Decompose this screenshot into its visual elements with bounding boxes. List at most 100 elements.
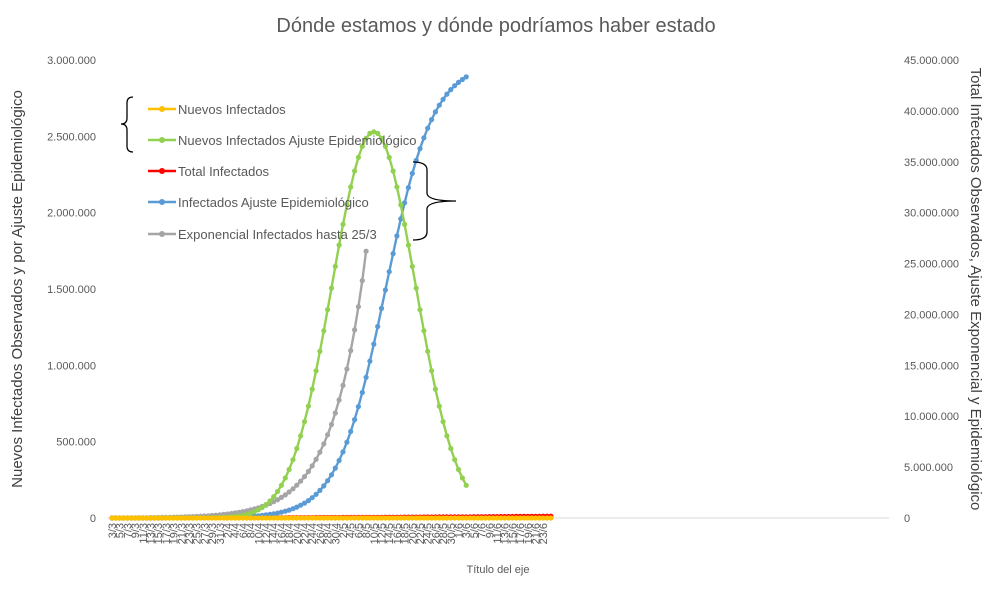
series-point (332, 263, 338, 269)
series-point (171, 515, 177, 521)
series-point (328, 421, 335, 428)
legend-swatch-marker (159, 231, 165, 237)
series-point (402, 515, 408, 521)
series-point (167, 515, 173, 521)
series-point (382, 515, 388, 521)
series-point (402, 200, 408, 206)
series-point (317, 449, 323, 455)
series-point (390, 515, 396, 521)
legend-label: Nuevos Infectados Ajuste Epidemiológico (178, 133, 416, 148)
series-point (317, 515, 323, 521)
x-tick-label: 25/3 (192, 523, 204, 544)
series-point (436, 515, 442, 521)
x-tick-label: 10/4 (253, 523, 265, 544)
series-point (444, 91, 450, 97)
series-point (355, 154, 361, 160)
series-point (390, 168, 396, 174)
series-point (448, 515, 454, 521)
series-point (463, 74, 469, 80)
right-tick-label: 25.000.000 (904, 259, 959, 271)
x-tick-label: 22/4 (300, 523, 312, 544)
series-point (463, 482, 469, 488)
series-point (405, 242, 411, 248)
series-point (413, 515, 419, 521)
legend-brace-right (412, 161, 457, 241)
series-point (174, 515, 180, 521)
left-tick-label: 500.000 (56, 437, 96, 449)
series-point (544, 515, 550, 521)
series-point (444, 433, 450, 439)
series-point (525, 515, 531, 521)
series-point (301, 515, 308, 521)
x-axis-title: Título del eje (467, 564, 530, 576)
series-point (417, 515, 423, 521)
series-line (112, 251, 368, 520)
x-tick-label: 3/3 (107, 523, 119, 538)
right-tick-label: 45.000.000 (904, 55, 959, 67)
series-point (198, 515, 204, 521)
series-point (313, 491, 319, 497)
series-point (155, 515, 161, 521)
x-tick-label: 23/3 (184, 523, 196, 544)
series-point (413, 285, 419, 291)
series-point (436, 403, 442, 409)
x-tick-label: 6/5 (353, 523, 365, 538)
series-point (267, 498, 273, 504)
series-point (301, 500, 308, 506)
series-point (248, 510, 254, 516)
series-point (378, 135, 385, 141)
series-point (263, 502, 269, 508)
left-tick-label: 1.000.000 (47, 360, 96, 372)
series-point (344, 202, 350, 208)
series-point (355, 404, 361, 410)
series-point (194, 515, 200, 521)
series-point (325, 515, 331, 521)
series-point (371, 129, 377, 135)
series-point (117, 515, 123, 521)
series-point (313, 456, 319, 462)
right-tick-label: 40.000.000 (904, 106, 959, 118)
legend-brace-left (120, 96, 134, 153)
series-point (301, 419, 308, 425)
right-tick-label: 0 (904, 513, 910, 525)
series-point (336, 515, 342, 521)
series-point (159, 515, 165, 521)
series-point (298, 515, 304, 521)
series-point (224, 515, 231, 521)
series-point (425, 125, 431, 131)
right-tick-label: 5.000.000 (904, 462, 953, 474)
series-point (355, 515, 361, 521)
series-point (348, 428, 354, 435)
legend-swatch-marker (159, 168, 165, 174)
series-point (340, 221, 346, 227)
series-point (429, 368, 435, 374)
series-point (321, 441, 327, 447)
series-point (390, 251, 396, 257)
series-point (286, 466, 292, 473)
series-point (328, 472, 335, 478)
series-point (375, 323, 381, 330)
series-point (409, 515, 415, 521)
series-point (140, 515, 146, 521)
series-point (344, 439, 350, 445)
series-point (186, 515, 192, 521)
series-point (275, 497, 281, 503)
series-point (309, 515, 315, 521)
series-point (248, 515, 254, 521)
series-point (352, 168, 358, 174)
series-point (359, 389, 365, 396)
series-point (313, 515, 319, 521)
series-point (355, 304, 361, 310)
series-point (363, 515, 369, 521)
series-point (475, 515, 481, 521)
series-point (452, 515, 458, 521)
x-tick-label: 29/3 (207, 523, 219, 544)
x-tick-label: 15/3 (153, 523, 165, 544)
series-point (325, 432, 331, 438)
series-point (452, 457, 458, 463)
x-tick-label: 7/3 (122, 523, 134, 538)
series-point (455, 79, 462, 85)
x-tick-label: 19/3 (169, 523, 181, 544)
series-point (359, 143, 365, 149)
x-tick-label: 23/6 (538, 523, 550, 544)
